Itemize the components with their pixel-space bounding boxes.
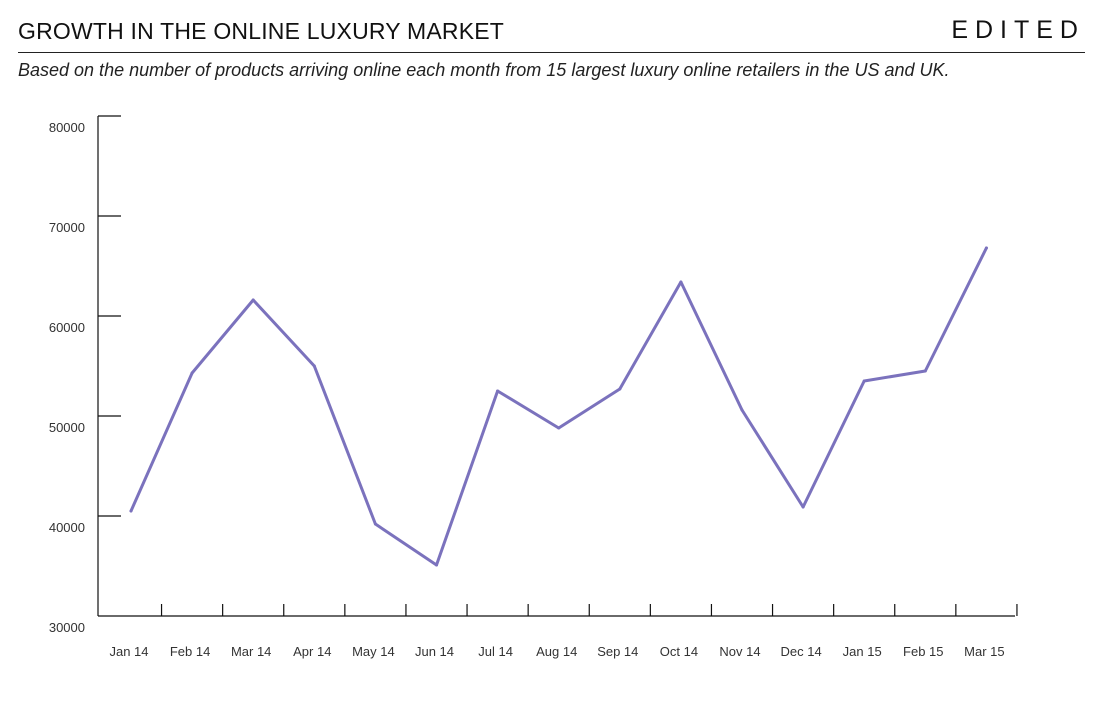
data-point (801, 505, 805, 509)
x-tick-label: Jan 15 (843, 644, 882, 659)
x-tick-label: Sep 14 (597, 644, 638, 659)
chart-title: GROWTH IN THE ONLINE LUXURY MARKET (18, 18, 505, 44)
data-point (862, 379, 866, 383)
series-line (129, 246, 988, 567)
x-tick-label: Mar 15 (964, 644, 1004, 659)
y-tick-label: 60000 (49, 320, 85, 335)
data-point (618, 387, 622, 391)
data-point (679, 280, 683, 284)
data-point (129, 509, 133, 513)
y-tick-label: 30000 (49, 620, 85, 635)
x-tick-label: Dec 14 (780, 644, 821, 659)
data-point (190, 371, 194, 375)
x-tick-label: Jun 14 (415, 644, 454, 659)
data-point (557, 426, 561, 430)
x-tick-label: Aug 14 (536, 644, 577, 659)
x-tick-label: Nov 14 (719, 644, 760, 659)
x-tick-label: Jan 14 (109, 644, 148, 659)
y-tick-label: 70000 (49, 220, 85, 235)
data-point (251, 298, 255, 302)
y-tick-label: 40000 (49, 520, 85, 535)
x-tick-label: May 14 (352, 644, 395, 659)
y-tick-label: 80000 (49, 120, 85, 135)
chart-subtitle: Based on the number of products arriving… (18, 60, 950, 80)
x-tick-label: Oct 14 (660, 644, 698, 659)
data-point (435, 563, 438, 567)
x-tick-label: Jul 14 (478, 644, 513, 659)
data-point (496, 389, 500, 393)
data-point (373, 522, 377, 526)
x-tick-label: Feb 14 (170, 644, 210, 659)
data-point (312, 364, 316, 368)
chart-header: GROWTH IN THE ONLINE LUXURY MARKET EDITE… (18, 10, 1085, 53)
data-point (923, 369, 927, 373)
data-point (740, 408, 744, 412)
y-tick-label: 50000 (49, 420, 85, 435)
brand-logo: EDITED (951, 16, 1085, 44)
data-point (984, 246, 988, 250)
x-tick-label: Mar 14 (231, 644, 271, 659)
x-tick-label: Apr 14 (293, 644, 331, 659)
x-tick-label: Feb 15 (903, 644, 943, 659)
